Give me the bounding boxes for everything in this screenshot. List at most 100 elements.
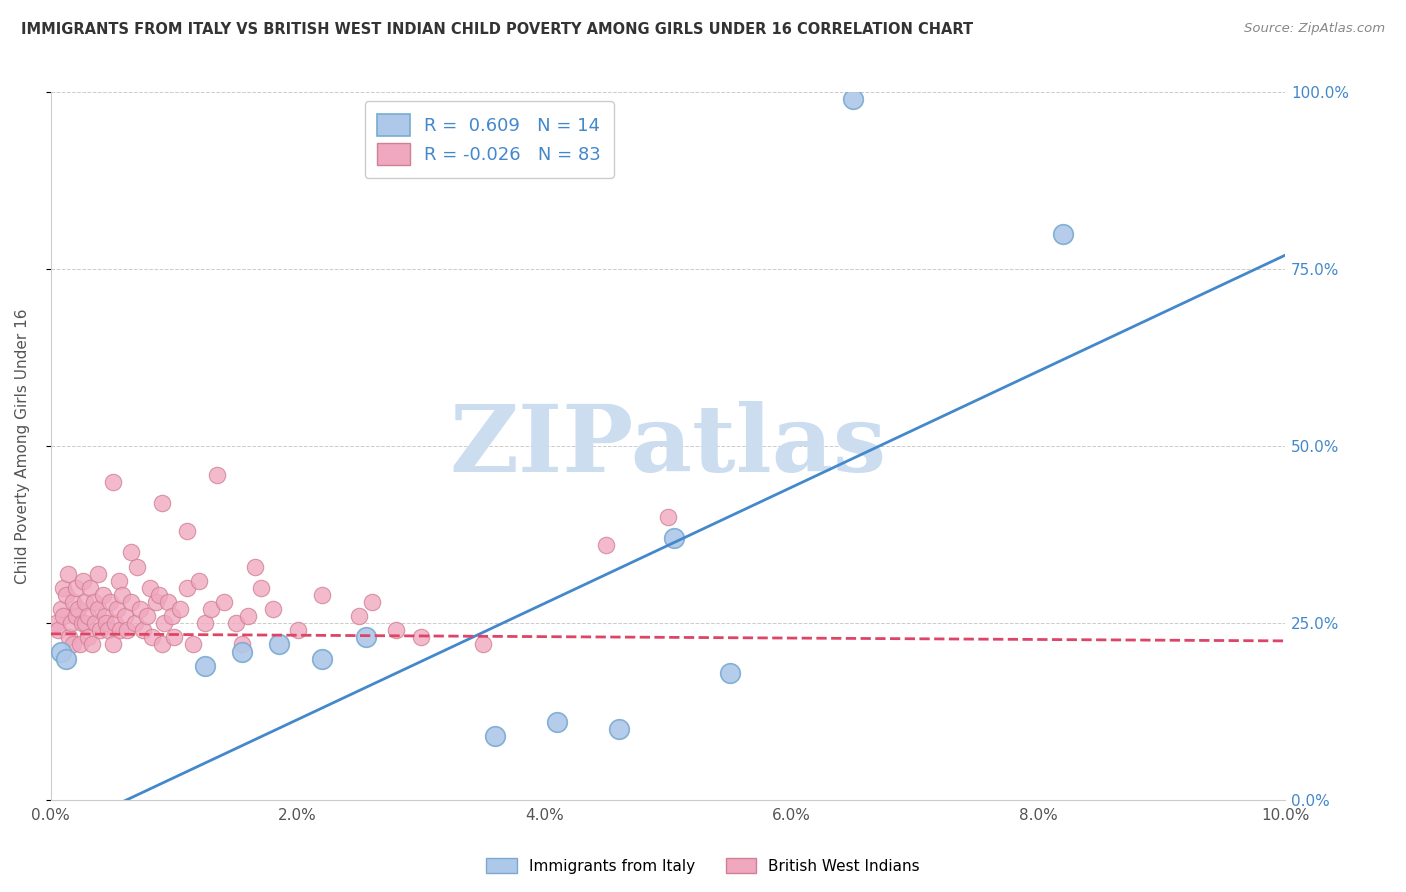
Point [76,631,98,645]
Point [136,609,159,624]
Point [55,588,77,602]
Point [153,616,176,631]
Point [117,624,139,638]
Point [349,609,371,624]
Point [132,624,155,638]
Point [311,651,333,665]
Point [181,637,204,651]
Point [111,588,134,602]
Point [148,588,170,602]
Point [657,510,679,524]
Point [55,651,77,665]
Point [243,559,266,574]
Legend: R =  0.609   N = 14, R = -0.026   N = 83: R = 0.609 N = 14, R = -0.026 N = 83 [364,102,613,178]
Point [80,637,103,651]
Point [56,566,79,581]
Point [120,595,142,609]
Point [52,581,75,595]
Point [269,637,291,651]
Point [194,658,217,673]
Point [249,581,271,595]
Y-axis label: Child Poverty Among Girls Under 16: Child Poverty Among Girls Under 16 [15,309,30,584]
Point [83,595,105,609]
Point [163,631,186,645]
Point [75,616,97,631]
Point [176,524,198,539]
Point [58,631,80,645]
Point [311,588,333,602]
Point [238,609,260,624]
Point [150,496,173,510]
Point [595,538,617,552]
Point [52,609,75,624]
Point [1052,227,1074,241]
Point [96,616,118,631]
Point [127,559,149,574]
Point [124,616,146,631]
Point [107,602,129,616]
Point [411,631,433,645]
Point [842,92,865,106]
Point [188,574,211,588]
Point [84,616,107,631]
Point [194,616,217,631]
Point [76,609,98,624]
Point [87,602,110,616]
Point [70,616,93,631]
Point [212,595,235,609]
Point [114,609,136,624]
Point [128,602,150,616]
Point [471,637,494,651]
Point [546,715,568,730]
Point [65,581,87,595]
Point [176,581,198,595]
Point [145,595,167,609]
Point [207,467,229,482]
Point [94,609,117,624]
Point [46,624,69,638]
Point [87,566,110,581]
Point [664,531,686,545]
Text: ZIPatlas: ZIPatlas [450,401,887,491]
Point [89,624,111,638]
Point [385,624,408,638]
Point [91,588,114,602]
Point [169,602,191,616]
Point [138,581,160,595]
Point [69,637,91,651]
Point [65,609,87,624]
Point [62,637,84,651]
Point [62,595,84,609]
Point [120,545,142,559]
Point [231,637,253,651]
Point [262,602,284,616]
Point [59,616,82,631]
Point [484,730,506,744]
Point [200,602,222,616]
Point [107,574,129,588]
Point [231,644,253,658]
Point [360,595,382,609]
Point [75,595,97,609]
Point [45,616,67,631]
Text: IMMIGRANTS FROM ITALY VS BRITISH WEST INDIAN CHILD POVERTY AMONG GIRLS UNDER 16 : IMMIGRANTS FROM ITALY VS BRITISH WEST IN… [21,22,973,37]
Point [101,475,124,489]
Point [101,637,124,651]
Point [66,602,89,616]
Point [104,616,127,631]
Point [160,609,183,624]
Text: Source: ZipAtlas.com: Source: ZipAtlas.com [1244,22,1385,36]
Point [97,624,120,638]
Point [98,595,121,609]
Point [157,595,180,609]
Point [49,644,72,658]
Point [108,624,131,638]
Point [141,631,163,645]
Point [72,574,94,588]
Point [79,581,101,595]
Point [225,616,247,631]
Point [150,637,173,651]
Point [287,624,309,638]
Point [718,665,741,680]
Point [607,723,630,737]
